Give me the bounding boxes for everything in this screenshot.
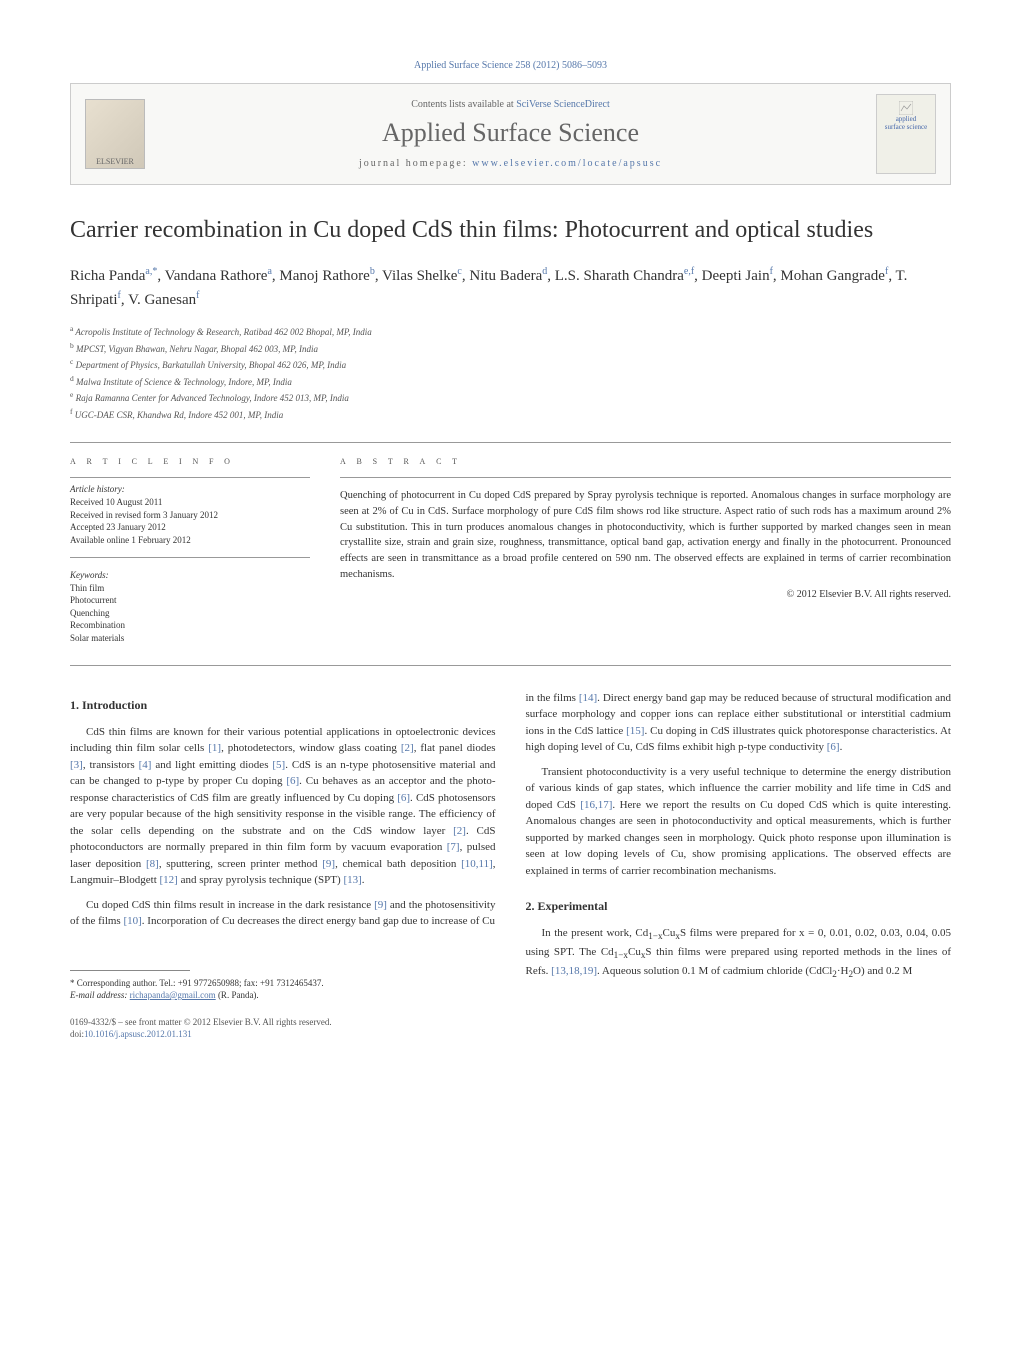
article-info-column: A R T I C L E I N F O Article history: R…: [70, 455, 310, 644]
history-label: Article history:: [70, 484, 310, 494]
cover-icon: [899, 101, 913, 115]
journal-name: Applied Surface Science: [165, 118, 856, 148]
cover-line1: applied: [885, 115, 928, 123]
journal-cover-thumbnail: applied surface science: [876, 94, 936, 174]
email-suffix: (R. Panda).: [216, 990, 259, 1000]
abstract-column: A B S T R A C T Quenching of photocurren…: [340, 455, 951, 644]
cover-line2: surface science: [885, 123, 928, 131]
article-title: Carrier recombination in Cu doped CdS th…: [70, 215, 951, 246]
front-matter-line: 0169-4332/$ – see front matter © 2012 El…: [70, 1016, 496, 1029]
body-column-left: 1. Introduction CdS thin films are known…: [70, 690, 496, 1041]
abstract-label: A B S T R A C T: [340, 455, 951, 467]
intro-paragraph-4: Transient photoconductivity is a very us…: [526, 764, 952, 880]
introduction-heading: 1. Introduction: [70, 696, 496, 714]
experimental-paragraph-1: In the present work, Cd1−xCuxS films wer…: [526, 925, 952, 982]
history-item: Accepted 23 January 2012: [70, 521, 310, 534]
keyword: Quenching: [70, 607, 310, 620]
homepage-line: journal homepage: www.elsevier.com/locat…: [165, 158, 856, 169]
abstract-copyright: © 2012 Elsevier B.V. All rights reserved…: [340, 589, 951, 600]
keyword: Recombination: [70, 619, 310, 632]
corresponding-author-footnote: * Corresponding author. Tel.: +91 977265…: [70, 977, 496, 1002]
history-item: Received 10 August 2011: [70, 496, 310, 509]
info-divider: [70, 477, 310, 478]
affiliation: f UGC-DAE CSR, Khandwa Rd, Indore 452 00…: [70, 406, 951, 423]
divider-top: [70, 442, 951, 443]
affiliation: b MPCST, Vigyan Bhawan, Nehru Nagar, Bho…: [70, 340, 951, 357]
affiliation: d Malwa Institute of Science & Technolog…: [70, 373, 951, 390]
footnote-separator: [70, 970, 190, 971]
journal-header-box: ELSEVIER Contents lists available at Sci…: [70, 83, 951, 185]
keyword: Solar materials: [70, 632, 310, 645]
sciencedirect-link[interactable]: SciVerse ScienceDirect: [516, 99, 610, 110]
elsevier-label: ELSEVIER: [96, 157, 134, 166]
doi-link[interactable]: 10.1016/j.apsusc.2012.01.131: [84, 1029, 192, 1039]
contents-prefix: Contents lists available at: [411, 99, 516, 110]
corr-author-line: * Corresponding author. Tel.: +91 977265…: [70, 977, 496, 990]
authors-list: Richa Pandaa,*, Vandana Rathorea, Manoj …: [70, 264, 951, 311]
body-column-right: in the films [14]. Direct energy band ga…: [526, 690, 952, 1041]
bottom-meta: 0169-4332/$ – see front matter © 2012 El…: [70, 1016, 496, 1041]
affiliation: a Acropolis Institute of Technology & Re…: [70, 323, 951, 340]
homepage-prefix: journal homepage:: [359, 158, 472, 169]
intro-paragraph-2: Cu doped CdS thin films result in increa…: [70, 897, 496, 930]
history-item: Available online 1 February 2012: [70, 534, 310, 547]
divider-bottom: [70, 665, 951, 666]
history-item: Received in revised form 3 January 2012: [70, 509, 310, 522]
elsevier-logo: ELSEVIER: [85, 99, 145, 169]
abstract-divider: [340, 477, 951, 478]
journal-reference: Applied Surface Science 258 (2012) 5086–…: [70, 60, 951, 71]
experimental-heading: 2. Experimental: [526, 897, 952, 915]
keywords-label: Keywords:: [70, 570, 310, 580]
keywords-divider: [70, 557, 310, 558]
keyword: Thin film: [70, 582, 310, 595]
affiliation: c Department of Physics, Barkatullah Uni…: [70, 356, 951, 373]
email-label: E-mail address:: [70, 990, 130, 1000]
intro-paragraph-1: CdS thin films are known for their vario…: [70, 724, 496, 889]
abstract-text: Quenching of photocurrent in Cu doped Cd…: [340, 488, 951, 583]
keyword: Photocurrent: [70, 594, 310, 607]
header-center: Contents lists available at SciVerse Sci…: [145, 99, 876, 169]
homepage-link[interactable]: www.elsevier.com/locate/apsusc: [472, 158, 662, 169]
contents-lists-line: Contents lists available at SciVerse Sci…: [165, 99, 856, 110]
article-info-label: A R T I C L E I N F O: [70, 455, 310, 467]
affiliations: a Acropolis Institute of Technology & Re…: [70, 323, 951, 422]
doi-prefix: doi:: [70, 1029, 84, 1039]
email-link[interactable]: richapanda@gmail.com: [130, 990, 216, 1000]
affiliation: e Raja Ramanna Center for Advanced Techn…: [70, 389, 951, 406]
intro-paragraph-3: in the films [14]. Direct energy band ga…: [526, 690, 952, 756]
